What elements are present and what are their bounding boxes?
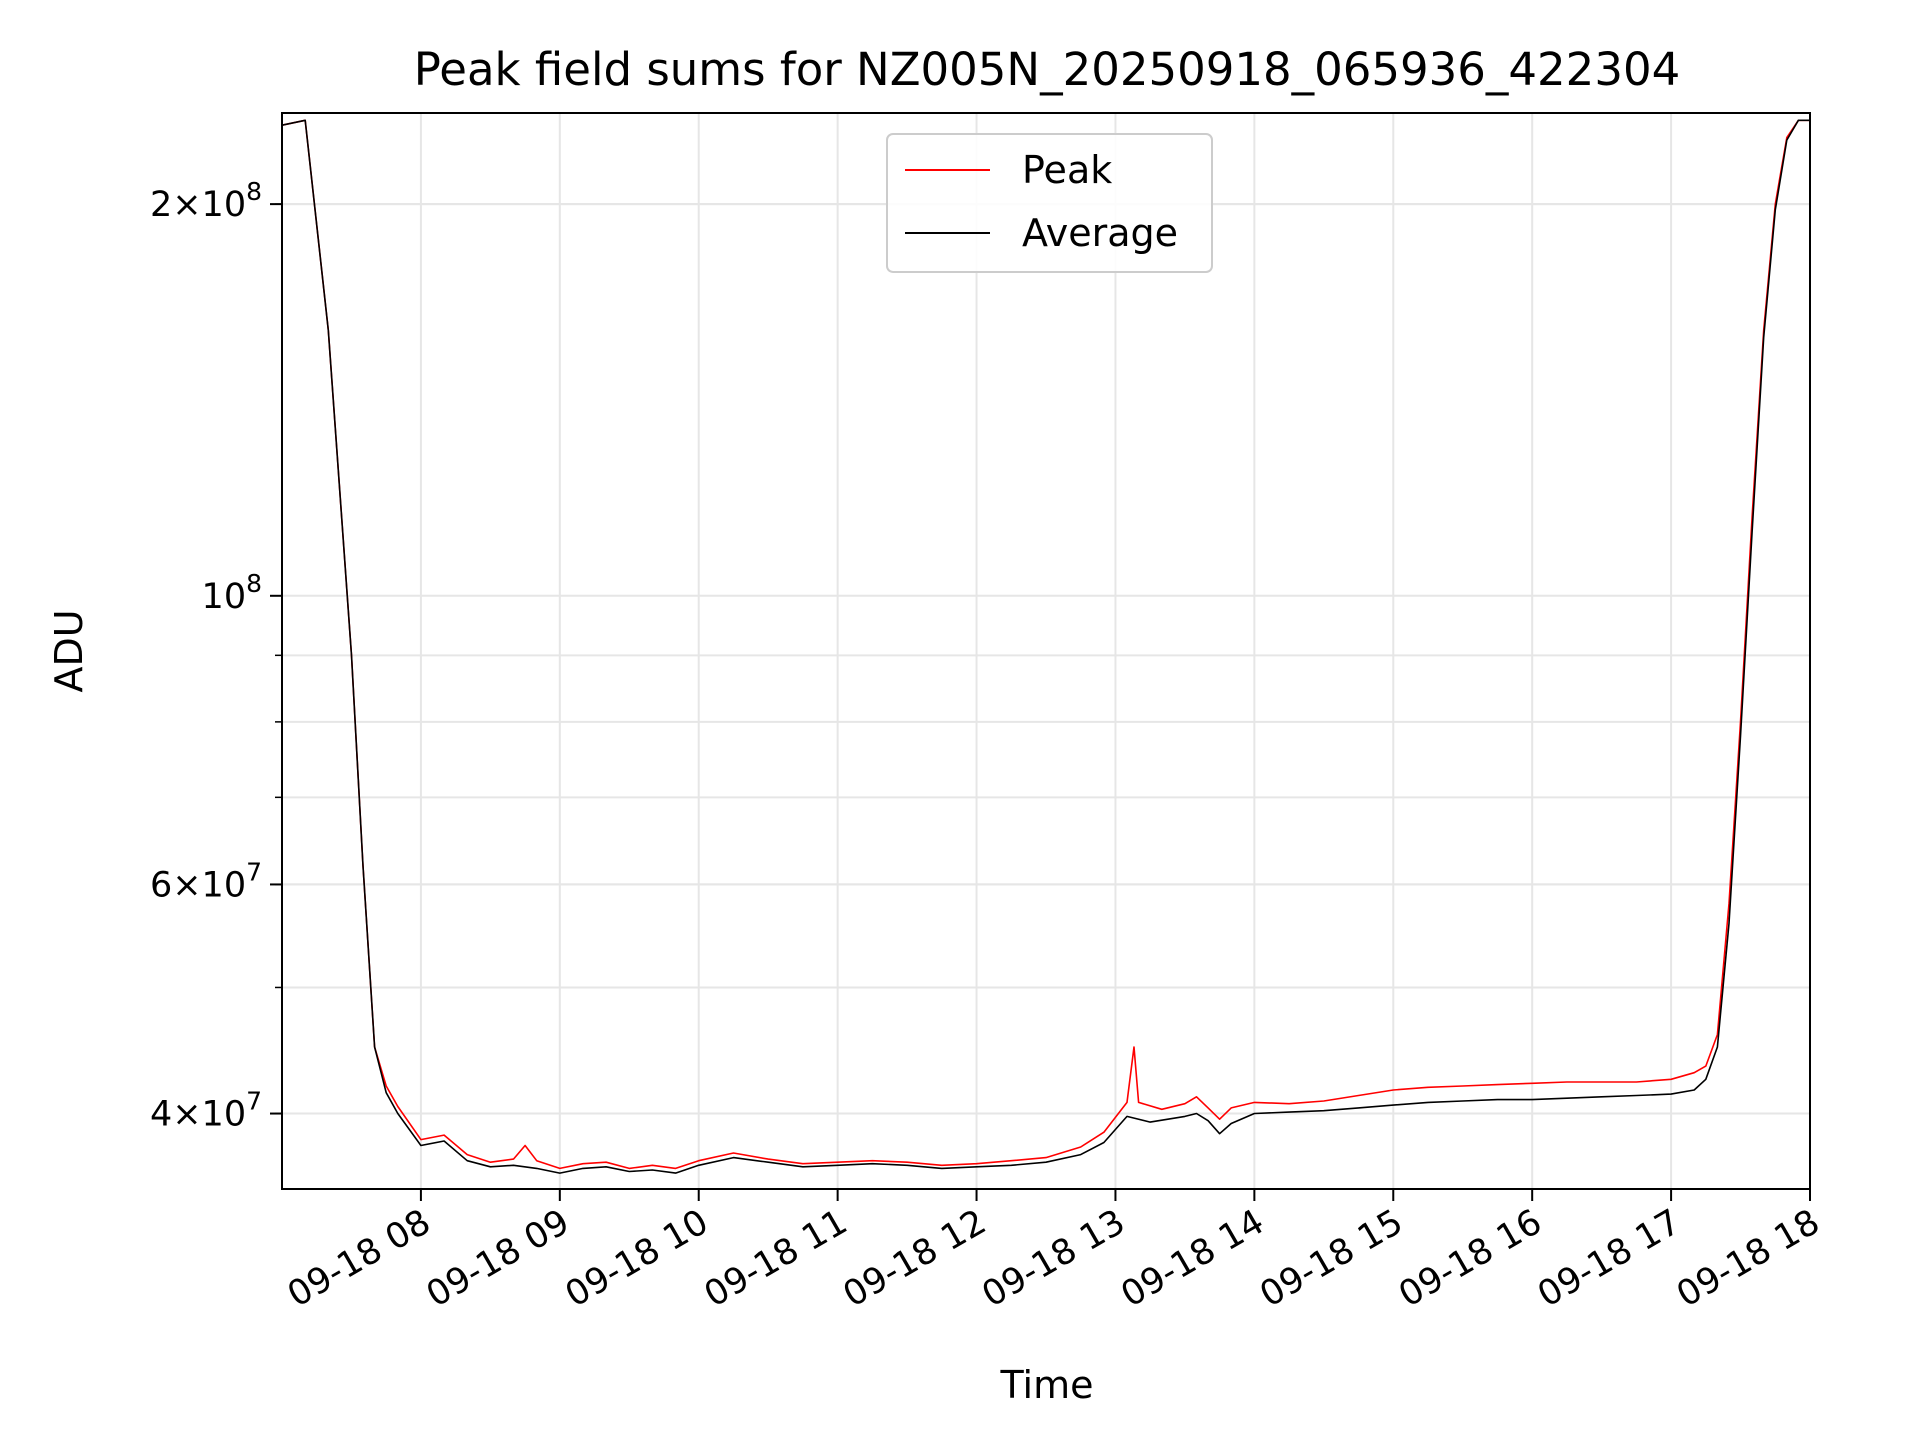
y-tick-label: 2×108 — [150, 177, 262, 225]
plot-frame — [281, 112, 1811, 1190]
legend-box — [886, 133, 1213, 273]
x-axis-label: Time — [1000, 1363, 1094, 1407]
y-tick-label: 6×107 — [150, 857, 262, 905]
series-layer — [281, 119, 1810, 1174]
chart-title: Peak field sums for NZ005N_20250918_0659… — [414, 43, 1680, 96]
y-tick-label: 108 — [202, 569, 262, 617]
legend: Peak Average — [886, 133, 1213, 273]
y-axis: 2×108 108 6×107 4×107 — [150, 177, 282, 1135]
y-axis-label: ADU — [47, 609, 91, 692]
series-line-average — [281, 119, 1810, 1174]
y-tick-label: 4×107 — [150, 1087, 262, 1135]
legend-label-average: Average — [1022, 211, 1178, 255]
legend-label-peak: Peak — [1022, 148, 1112, 192]
series-line-peak — [281, 119, 1810, 1170]
